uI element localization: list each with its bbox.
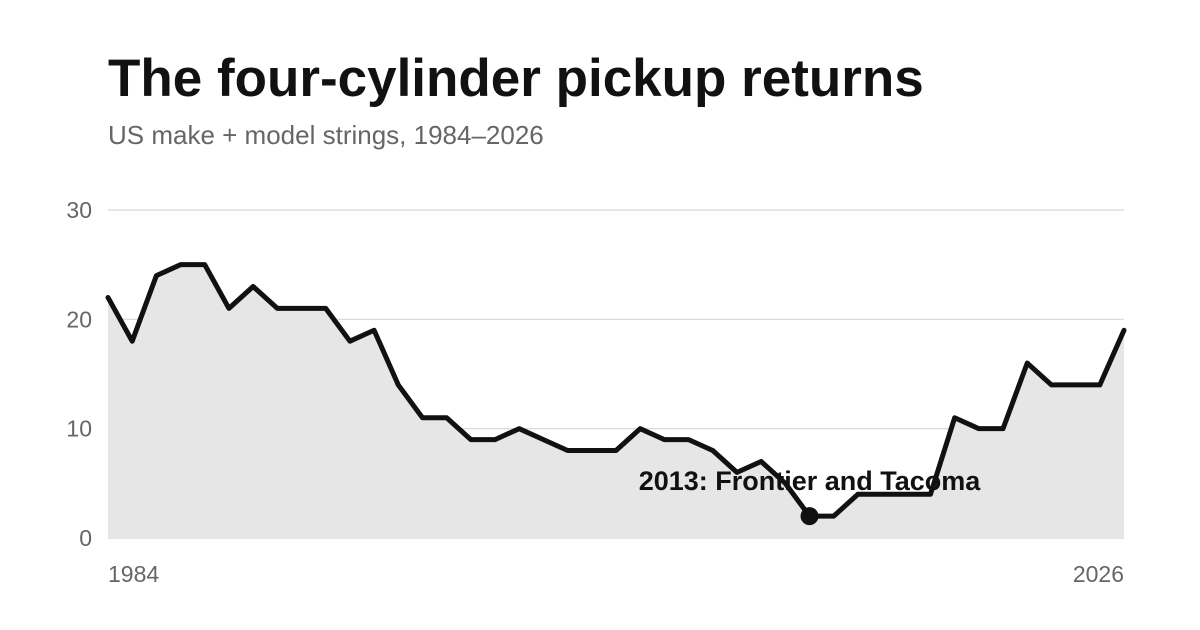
y-axis-ticks: 0 10 20 30 [66,197,92,551]
y-tick-label: 30 [66,197,92,223]
chart-title: The four-cylinder pickup returns [108,49,924,108]
x-tick-label: 1984 [108,561,159,587]
series-line [105,262,1127,519]
y-tick-label: 10 [66,416,92,442]
chart-subtitle: US make + model strings, 1984–2026 [108,120,544,150]
y-tick-label: 20 [66,306,92,332]
area-fill [108,264,1124,538]
annotation-label: 2013: Frontier and Tacoma [639,466,982,496]
y-tick-label: 0 [79,525,92,551]
x-axis-ticks: 1984 2026 [108,561,1124,587]
x-tick-label: 2026 [1073,561,1124,587]
annotation-point [800,507,819,526]
